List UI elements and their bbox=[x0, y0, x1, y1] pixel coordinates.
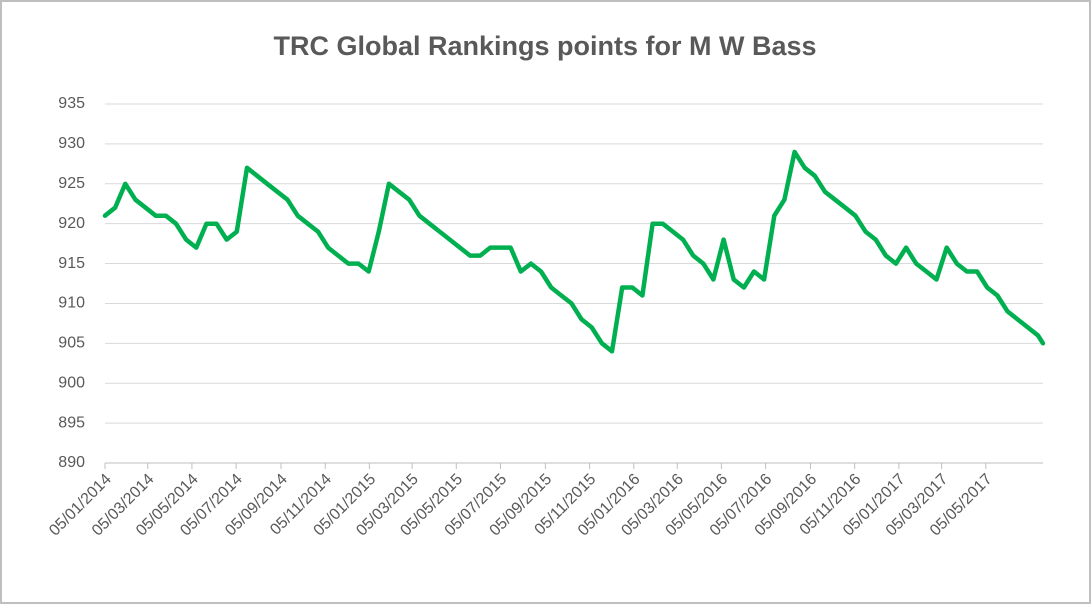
y-tick-label: 890 bbox=[58, 454, 85, 471]
y-tick-label: 905 bbox=[58, 335, 85, 352]
y-tick-label: 895 bbox=[58, 414, 85, 431]
y-tick-label: 915 bbox=[58, 255, 85, 272]
y-tick-label: 910 bbox=[58, 295, 85, 312]
series-line bbox=[102, 149, 1046, 354]
chart-title: TRC Global Rankings points for M W Bass bbox=[273, 31, 816, 61]
y-tick-label: 925 bbox=[58, 175, 85, 192]
y-tick-label: 935 bbox=[58, 95, 85, 112]
y-tick-label: 920 bbox=[58, 215, 85, 232]
y-tick-label: 900 bbox=[58, 374, 85, 391]
y-tick-label: 930 bbox=[58, 135, 85, 152]
